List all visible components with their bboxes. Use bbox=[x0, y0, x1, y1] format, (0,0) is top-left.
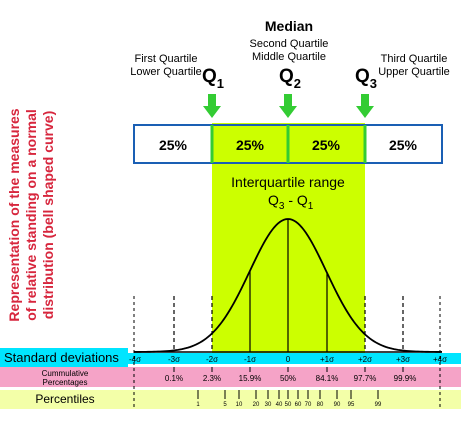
cum-row-label-line2: Percentages bbox=[43, 378, 88, 387]
quarter-box-4: 25% bbox=[389, 137, 418, 153]
percentile-tick: 70 bbox=[305, 402, 312, 408]
cumulative-value: 99.9% bbox=[394, 374, 417, 383]
curve-inner-lines bbox=[249, 219, 328, 352]
q1-name-2: Lower Quartile bbox=[130, 66, 202, 78]
percentile-tick: 30 bbox=[265, 402, 272, 408]
cumulative-values: 0.1% 2.3% 15.9% 50% 84.1% 97.7% 99.9% bbox=[165, 374, 416, 383]
percentile-tick: 5 bbox=[223, 402, 227, 408]
sigma-tick: +4σ bbox=[433, 355, 447, 364]
std-row-band bbox=[121, 353, 461, 364]
cumulative-value: 50% bbox=[280, 374, 296, 383]
percentile-tick: 60 bbox=[295, 402, 302, 408]
pct-row-band bbox=[0, 390, 461, 409]
sigma-tick: +2σ bbox=[358, 355, 372, 364]
percentile-tick: 80 bbox=[317, 402, 324, 408]
sigma-tick: -4σ bbox=[129, 355, 141, 364]
quartile-labels: Median Second Quartile Middle Quartile F… bbox=[130, 18, 450, 91]
quarter-box-3: 25% bbox=[312, 137, 341, 153]
percentile-tick: 20 bbox=[253, 402, 260, 408]
cum-row-label-line1: Cummulative bbox=[42, 369, 89, 378]
quarter-box-1: 25% bbox=[159, 137, 188, 153]
pct-tick-marks bbox=[197, 390, 379, 399]
q3-symbol: Q3 bbox=[355, 66, 377, 91]
sigma-tick: 0 bbox=[286, 355, 291, 364]
q1-name-1: First Quartile bbox=[135, 53, 198, 65]
q3-arrow-icon bbox=[356, 94, 374, 118]
percentile-tick: 95 bbox=[348, 402, 355, 408]
percentile-ticks: 1 5 10 20 30 40 50 60 70 80 90 95 99 bbox=[196, 402, 382, 408]
sigma-tick-labels: -4σ -3σ -2σ -1σ 0 +1σ +2σ +3σ +4σ bbox=[129, 355, 447, 364]
q2-symbol: Q2 bbox=[279, 66, 301, 91]
q1-arrow-icon bbox=[203, 94, 221, 118]
std-row-label-box bbox=[0, 348, 128, 367]
q2-name-2: Middle Quartile bbox=[252, 51, 326, 63]
cumulative-value: 15.9% bbox=[239, 374, 262, 383]
quarter-box-2: 25% bbox=[236, 137, 265, 153]
sd-guide-lines bbox=[173, 296, 404, 352]
pct-row-label: Percentiles bbox=[35, 392, 94, 406]
iqr-formula: Q3 - Q1 bbox=[268, 192, 314, 212]
cum-row-band bbox=[0, 367, 461, 387]
sigma-tick: +3σ bbox=[396, 355, 410, 364]
cumulative-value: 0.1% bbox=[165, 374, 183, 383]
side-title-line1: Representation of the measures bbox=[6, 108, 22, 321]
q2-name-1: Second Quartile bbox=[250, 38, 329, 50]
percentile-tick: 50 bbox=[285, 402, 292, 408]
iqr-label: Interquartile range bbox=[231, 174, 345, 190]
q1-symbol: Q1 bbox=[202, 66, 224, 91]
cumulative-value: 84.1% bbox=[316, 374, 339, 383]
percentile-tick: 90 bbox=[334, 402, 341, 408]
percentile-tick: 1 bbox=[196, 402, 200, 408]
quartile-arrows bbox=[203, 94, 374, 118]
q2-arrow-icon bbox=[279, 94, 297, 118]
percentile-tick: 99 bbox=[375, 402, 382, 408]
side-title-line3: distribution (bell shaped curve) bbox=[40, 111, 56, 319]
percentile-tick: 40 bbox=[276, 402, 283, 408]
q3-name-2: Upper Quartile bbox=[378, 66, 450, 78]
quarter-boxes: 25% 25% 25% 25% bbox=[133, 124, 443, 164]
sigma-tick: -3σ bbox=[168, 355, 180, 364]
side-title-line2: of relative standing on a normal bbox=[23, 109, 39, 321]
side-title: Representation of the measures of relati… bbox=[6, 108, 56, 321]
sigma-tick: -2σ bbox=[206, 355, 218, 364]
cum-tick-marks bbox=[173, 367, 404, 372]
percentile-tick: 10 bbox=[236, 402, 243, 408]
sigma-tick: +1σ bbox=[320, 355, 334, 364]
std-row-label: Standard deviations bbox=[4, 350, 119, 365]
cumulative-value: 2.3% bbox=[203, 374, 221, 383]
sigma-tick: -1σ bbox=[244, 355, 256, 364]
cumulative-value: 97.7% bbox=[354, 374, 377, 383]
q3-name-1: Third Quartile bbox=[381, 53, 448, 65]
median-heading: Median bbox=[265, 18, 313, 34]
